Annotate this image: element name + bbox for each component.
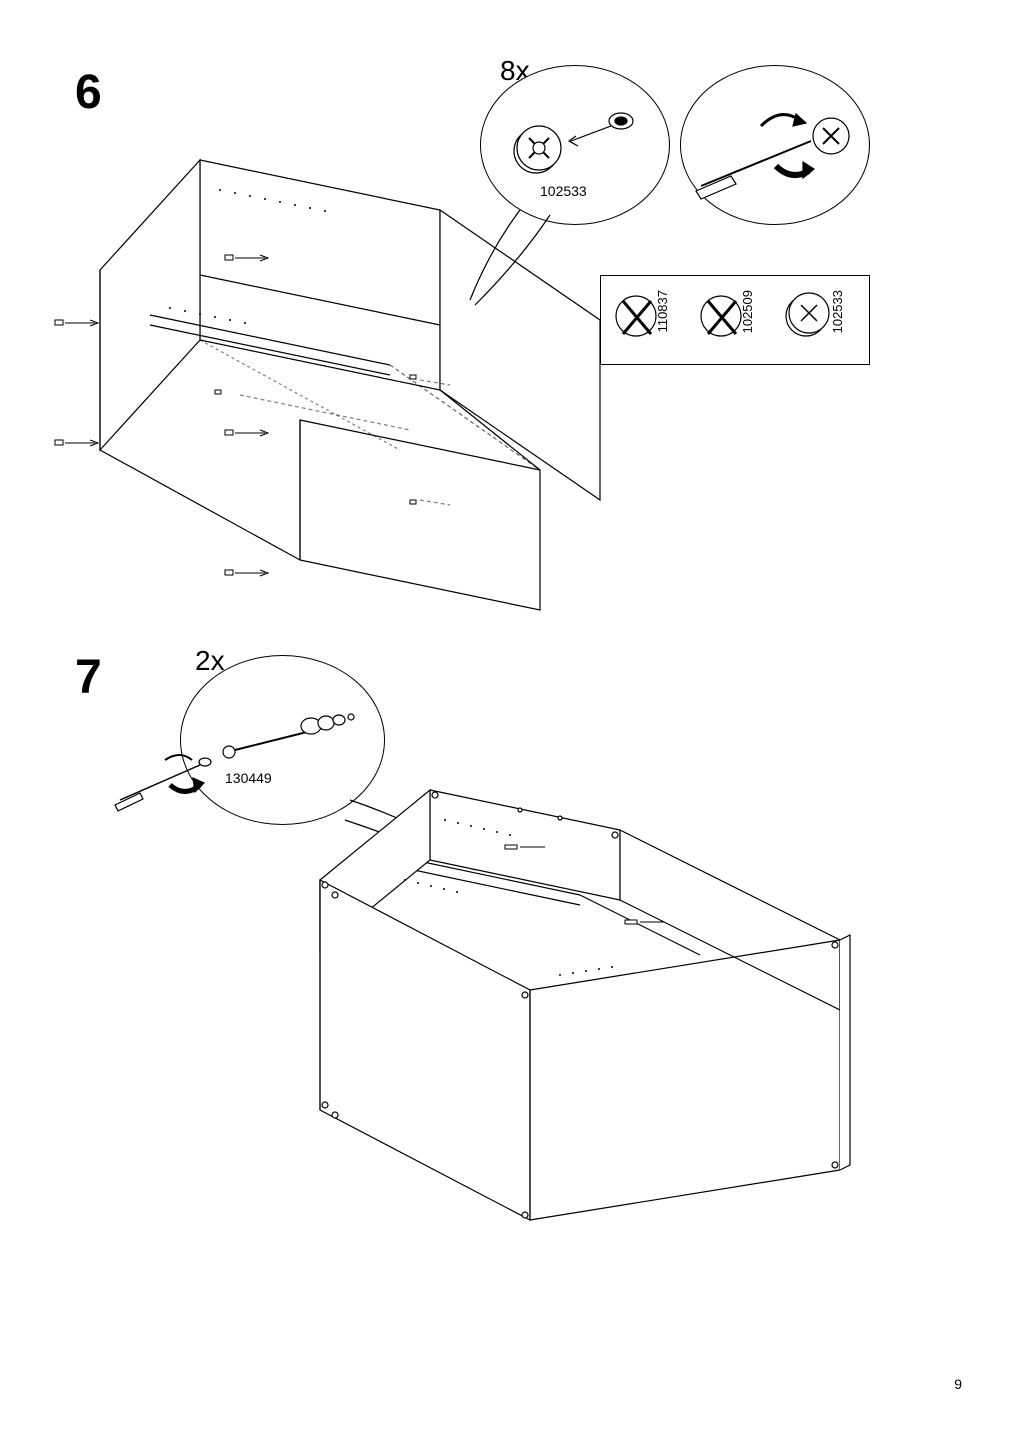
- instruction-page: 6: [0, 0, 1012, 1432]
- page-number: 9: [954, 1376, 962, 1392]
- part-label-vert: 110837: [655, 290, 670, 332]
- part-number-label: 102533: [540, 183, 587, 199]
- step-number: 6: [75, 65, 102, 120]
- screwdriver-icon: [681, 66, 871, 226]
- step-number: 7: [75, 650, 102, 705]
- screwdriver-icon: [110, 730, 220, 820]
- part-label-vert: 102533: [830, 290, 845, 333]
- step7-cabinet-diagram: [280, 780, 880, 1250]
- part-number-label: 130449: [225, 770, 272, 786]
- tool-callout: [680, 65, 870, 225]
- part-label-vert: 102509: [740, 290, 755, 333]
- callout-tail: [460, 200, 580, 320]
